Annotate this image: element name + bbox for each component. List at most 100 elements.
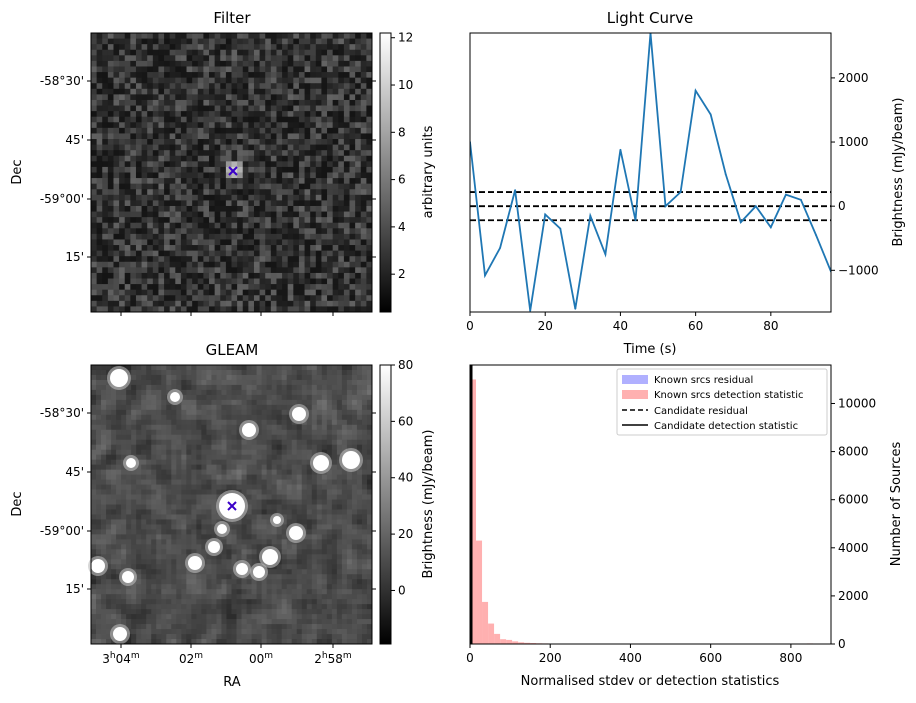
lightcurve-point (680, 191, 682, 193)
lightcurve-y-tick-label: 0 (838, 199, 846, 213)
gleam-source (91, 559, 105, 573)
lightcurve-point (620, 149, 622, 151)
gleam-source (170, 392, 180, 402)
dec-tick-label: 15' (65, 582, 84, 596)
gleam-source (292, 407, 306, 421)
lightcurve-ylabel: Brightness (mJy/beam) (891, 98, 906, 247)
histogram-panel: 0 200 400 600 800 0 2000 4000 6000 8000 10000 Nor… (466, 365, 904, 689)
lightcurve-x-tick-label: 0 (466, 319, 474, 333)
lightcurve-point (815, 234, 817, 236)
lightcurve-x-tick-label: 20 (538, 319, 553, 333)
gleam-xlabel: RA (223, 675, 241, 690)
legend-swatch-known-detection (622, 390, 648, 399)
histogram-x-tick-label: 200 (539, 651, 562, 665)
lightcurve-frame (470, 33, 831, 312)
histogram-x-axis: 0 200 400 600 800 (466, 644, 802, 665)
histogram-legend: Known srcs residual Known srcs detection… (617, 369, 827, 435)
colorbar-tick-label: 8 (398, 125, 406, 139)
lightcurve-x-tick-label: 60 (688, 319, 703, 333)
dec-tick-label: 45' (65, 133, 84, 147)
lightcurve-title: Light Curve (607, 9, 693, 27)
histogram-y-tick-label: 4000 (838, 541, 869, 555)
legend-label-candidate-detection: Candidate detection statistic (654, 421, 798, 432)
filter-colorbar-label: arbitrary units (421, 125, 436, 218)
ra-tick-label: 00m (249, 651, 273, 666)
gleam-colorbar-label: Brightness (mJy/beam) (421, 430, 436, 579)
legend-label-candidate-residual: Candidate residual (654, 406, 748, 417)
dec-tick-label: 15' (65, 250, 84, 264)
colorbar-tick-label: 2 (398, 267, 406, 281)
lightcurve-point (484, 275, 486, 277)
histogram-y-tick-label: 0 (838, 637, 846, 651)
gleam-source (126, 458, 136, 468)
lightcurve-point (800, 199, 802, 201)
lightcurve-y-tick-label: 1000 (838, 135, 869, 149)
colorbar-tick-label: 6 (398, 173, 406, 187)
histogram-bar (506, 640, 512, 644)
histogram-bar (482, 602, 488, 644)
ra-tick-label: 3h04m (102, 651, 139, 666)
ra-tick-label: 02m (179, 651, 203, 666)
histogram-x-tick-label: 400 (619, 651, 642, 665)
colorbar-tick-label: 0 (398, 583, 406, 597)
gleam-colorbar (380, 365, 391, 644)
histogram-ylabel: Number of Sources (889, 442, 904, 567)
histogram-xlabel: Normalised stdev or detection statistics (521, 674, 780, 689)
gleam-title: GLEAM (206, 341, 259, 359)
gleam-source (289, 526, 303, 540)
lightcurve-point (755, 205, 757, 207)
lightcurve-y-tick-label: −1000 (838, 263, 879, 277)
lightcurve-x-tick-label: 80 (763, 319, 778, 333)
histogram-x-tick-label: 0 (466, 651, 474, 665)
lightcurve-y-tick-label: 2000 (838, 71, 869, 85)
histogram-bar (476, 541, 482, 644)
dec-tick-label: -58°30' (40, 406, 84, 420)
lightcurve-point (499, 247, 501, 249)
histogram-y-axis: 0 2000 4000 6000 8000 10000 (831, 396, 876, 651)
histogram-bar (500, 639, 506, 644)
lightcurve-series-line (470, 33, 831, 311)
colorbar-tick-label: 60 (398, 414, 413, 428)
histogram-y-tick-label: 2000 (838, 589, 869, 603)
dec-tick-label: -58°30' (40, 74, 84, 88)
gleam-source (342, 451, 360, 469)
gleam-source (236, 563, 248, 575)
lightcurve-y-axis: −1000 0 1000 2000 (831, 71, 879, 277)
histogram-y-tick-label: 8000 (838, 445, 869, 459)
lightcurve-point (604, 253, 606, 255)
dec-tick-label: -59°00' (40, 192, 84, 206)
legend-label-known-residual: Known srcs residual (654, 375, 753, 386)
histogram-x-tick-label: 800 (779, 651, 802, 665)
lightcurve-point (695, 90, 697, 92)
histogram-bar (488, 624, 494, 644)
gleam-source (313, 455, 329, 471)
filter-x-tick-marks (121, 312, 333, 316)
gleam-source (122, 571, 134, 583)
lightcurve-points (469, 32, 832, 312)
filter-panel: Filter -58°30'45'-59°00'15' Dec 24681012… (10, 9, 436, 316)
legend-label-known-detection: Known srcs detection statistic (654, 390, 803, 401)
filter-ylabel: Dec (10, 159, 25, 184)
gleam-ylabel: Dec (10, 491, 25, 516)
gleam-source (110, 369, 128, 387)
histogram-y-tick-label: 6000 (838, 493, 869, 507)
lightcurve-point (544, 214, 546, 216)
filter-title: Filter (213, 9, 251, 27)
histogram-x-tick-label: 600 (699, 651, 722, 665)
dec-tick-label: -59°00' (40, 524, 84, 538)
histogram-y-tick-label: 10000 (838, 396, 876, 410)
colorbar-tick-label: 80 (398, 358, 413, 372)
lightcurve-point (785, 194, 787, 196)
lightcurve-point (574, 308, 576, 310)
gleam-source (242, 423, 256, 437)
colorbar-tick-label: 4 (398, 220, 406, 234)
lightcurve-point (589, 215, 591, 217)
gleam-source (208, 541, 220, 553)
colorbar-tick-label: 10 (398, 78, 413, 92)
dec-tick-label: 45' (65, 465, 84, 479)
lightcurve-point (710, 114, 712, 116)
